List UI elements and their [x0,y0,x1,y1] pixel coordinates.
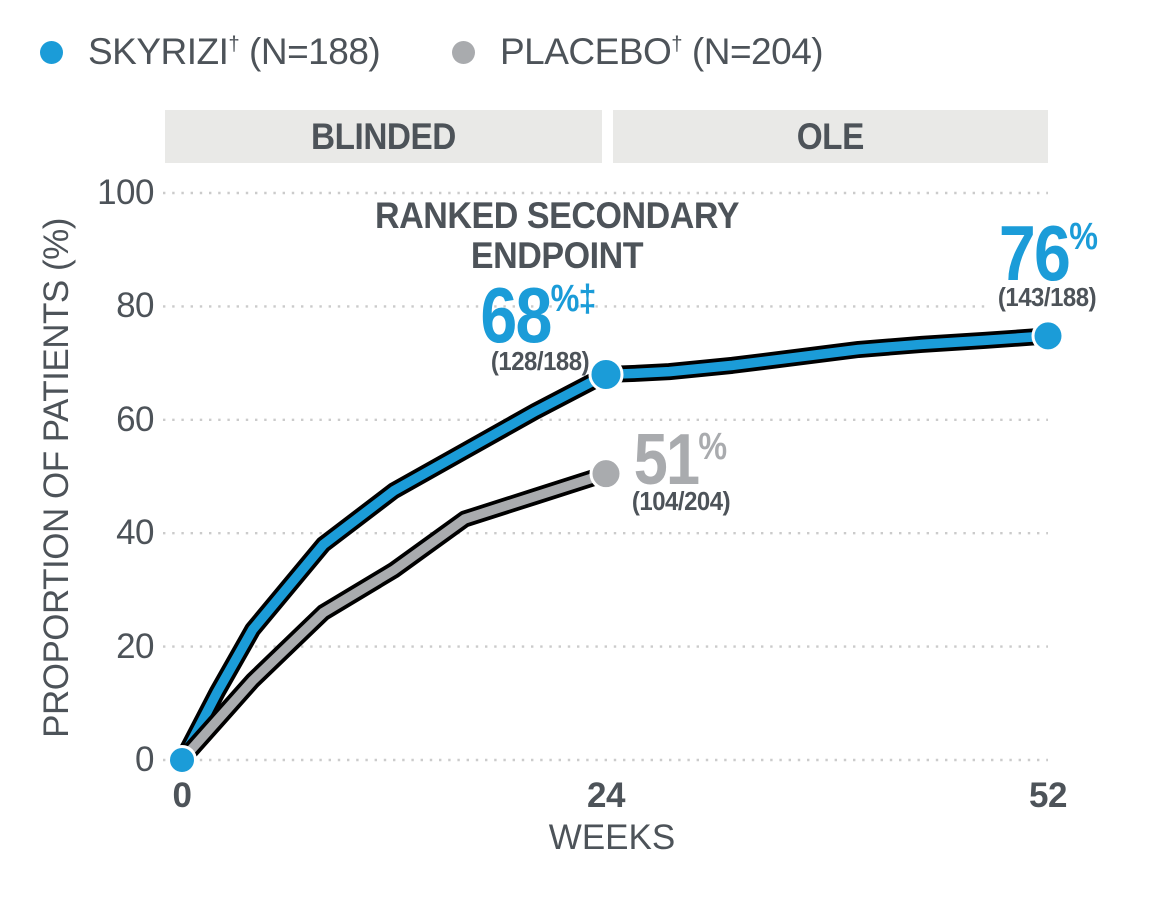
legend-item-placebo: PLACEBO† (N=204) [452,30,824,74]
phase-band-blinded: BLINDED [165,110,602,163]
y-tick-label-40: 40 [116,513,154,553]
skyrizi-week24-value: 68 %‡ [480,271,597,359]
placebo-week24-value: 51 % [634,424,727,496]
y-tick-label-60: 60 [116,399,154,439]
y-tick-label-0: 0 [135,740,154,779]
skyrizi-week52-value: 76 % [998,209,1098,297]
data-point-placebo-week24 [589,457,623,491]
placebo-week24-fraction: (104/204) [631,486,731,516]
legend-series-name: SKYRIZI [88,31,229,72]
legend-series-name: PLACEBO [500,31,672,72]
legend-series-n: (N=188) [249,31,381,72]
series-line-placebo [177,468,611,765]
y-tick-label-80: 80 [116,286,154,326]
skyrizi-week24-fraction: (128/188) [490,346,590,376]
endpoint-title-line2: ENDPOINT [470,235,644,276]
x-tick-label-0: 0 [172,776,192,815]
series-line-outline-skyrizi [173,327,1057,769]
stat-superscript: %‡ [550,278,597,320]
data-point-skyrizi-week0 [167,745,197,775]
stat-superscript: % [1069,216,1098,258]
legend-label-placebo: PLACEBO† (N=204) [500,31,824,73]
data-point-skyrizi-week52 [1031,319,1065,353]
stat-superscript: % [698,426,727,468]
dagger-superscript: † [671,33,683,56]
phase-band-label: BLINDED [311,115,456,157]
legend-series-n: (N=204) [691,31,824,72]
data-point-skyrizi-week24 [588,356,624,392]
x-tick-label-52: 52 [1029,776,1067,815]
legend-label-skyrizi: SKYRIZI† (N=188) [88,31,381,73]
y-tick-label-20: 20 [116,626,154,666]
stat-number: 51 [633,420,700,500]
y-tick-label-100: 100 [97,173,154,212]
x-axis-title: WEEKS [548,818,676,857]
endpoint-title-line1: RANKED SECONDARY [375,195,739,236]
stat-number: 68 [480,271,552,359]
series-line-outline-placebo [173,465,615,769]
phase-band-label: OLE [796,115,865,157]
skyrizi-week52-fraction: (143/188) [997,282,1097,312]
x-tick-label-24: 24 [587,776,625,815]
placebo-dot-icon [452,40,475,64]
endpoint-title: RANKED SECONDARY ENDPOINT [375,196,739,276]
legend-item-skyrizi: SKYRIZI† (N=188) [40,30,381,74]
phase-band-ole: OLE [613,110,1048,163]
skyrizi-dot-icon [40,40,63,64]
dagger-superscript: † [228,33,240,56]
stat-number: 76 [998,209,1071,297]
